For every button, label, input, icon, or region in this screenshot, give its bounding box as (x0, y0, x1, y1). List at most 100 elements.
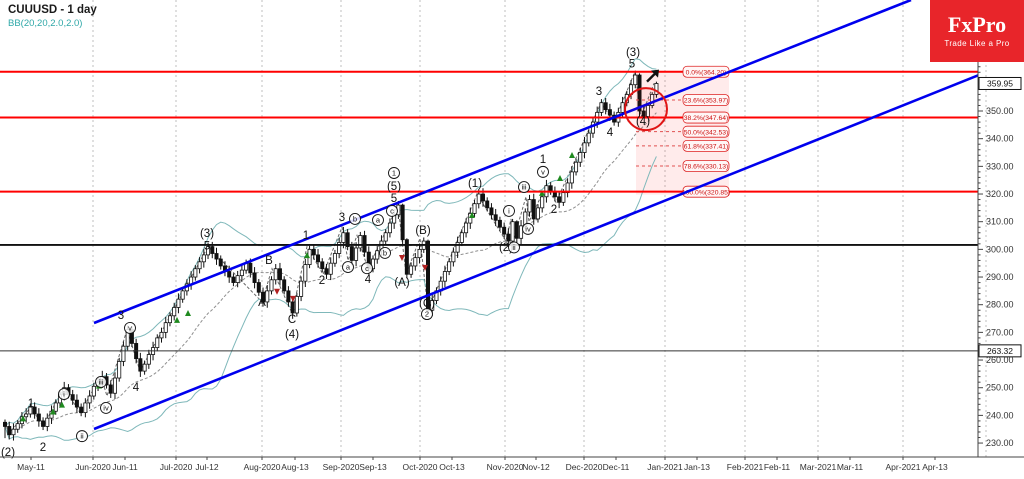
candle (256, 278, 261, 296)
highlight-circle (624, 87, 668, 132)
candle-body-down (138, 358, 143, 372)
candle (155, 334, 160, 352)
candle (87, 390, 92, 409)
candle-body-down (531, 199, 536, 220)
candle-body-up (197, 261, 202, 270)
time-tick-label: Apr-13 (922, 462, 948, 472)
wave-label: v (128, 324, 132, 333)
candle-body-up (519, 225, 524, 239)
candle-body-up (599, 102, 604, 113)
candle-body-up (527, 199, 532, 213)
candle (24, 408, 29, 423)
candle (324, 264, 329, 279)
wave-label: 1 (28, 398, 34, 410)
fib-label-box (682, 125, 730, 138)
current-price-marker-value: 359.95 (987, 78, 1013, 88)
candle-body-down (256, 282, 261, 293)
candle-body-down (320, 261, 325, 270)
wave-label: iv (103, 404, 109, 413)
time-tick-label: Mar-2021 (800, 462, 837, 472)
symbol-title: CUUUSD - 1 day (8, 4, 97, 16)
direction-arrow-head (651, 69, 659, 78)
wave-label-circle (379, 247, 391, 259)
candle-body-down (282, 279, 287, 292)
candle (41, 417, 46, 431)
candle (447, 258, 452, 276)
candle-body-up (561, 192, 566, 203)
wave-label-circle (95, 375, 107, 388)
candle (193, 265, 198, 281)
candle (510, 218, 515, 244)
candle (362, 230, 367, 257)
candle (91, 382, 96, 400)
candle-body-up (574, 161, 579, 173)
candle (15, 420, 20, 433)
buy-arrow-icon (174, 316, 180, 323)
candle-body-down (261, 291, 266, 303)
wave-label: iv (525, 224, 531, 233)
candle-body-up (586, 132, 591, 144)
wave-label: 1 (540, 154, 546, 166)
candle (273, 264, 278, 285)
candle (70, 389, 75, 405)
candle-body-up (535, 207, 540, 220)
candle-body-up (24, 413, 29, 418)
candle (320, 258, 325, 273)
wave-label: C (288, 314, 296, 326)
candle (565, 178, 570, 198)
candle (112, 372, 117, 400)
wave-label: 4 (133, 382, 140, 394)
wave-label: 3 (596, 86, 602, 98)
wave-label: (B) (415, 225, 431, 237)
candle (383, 229, 388, 245)
indicator-label: BB(20,20,2.0,2.0) (8, 18, 83, 29)
wave-label: 4 (607, 127, 614, 139)
candle-body-up (569, 171, 574, 184)
candle-body-up (167, 315, 172, 324)
candle-body-down (231, 276, 236, 283)
time-tick-label: Aug-2020 (244, 462, 281, 472)
candle-body-up (45, 417, 50, 427)
time-tick-label: Nov-2020 (487, 462, 524, 472)
wave-label: 5 (629, 58, 635, 70)
candle-body-up (633, 74, 638, 86)
candle (535, 204, 540, 223)
wave-label: (2) (1, 447, 15, 459)
candle-body-down (603, 102, 608, 111)
wave-label: (4) (636, 116, 650, 128)
wave-label-circle (508, 241, 520, 254)
candle-body-up (476, 193, 481, 205)
price-tick-label: 250.00 (986, 383, 1014, 393)
channel-line (93, 73, 978, 431)
candle (354, 242, 359, 267)
candle-body-up (239, 269, 244, 277)
fib-label: 23.6%(353.97) (684, 98, 729, 105)
wave-label: B (265, 255, 273, 267)
candle-body-up (163, 322, 168, 333)
candle-body-down (404, 239, 409, 275)
candle-body-up (358, 235, 363, 249)
candle-body-down (349, 246, 354, 261)
candle (108, 380, 113, 398)
candle-body-up (375, 250, 380, 260)
candle-body-up (117, 361, 122, 379)
fib-label-box (682, 139, 730, 152)
candle (413, 252, 418, 271)
candle-body-up (337, 242, 342, 254)
current-price-marker-box (978, 76, 1022, 90)
candle-body-up (383, 232, 388, 242)
candle (603, 98, 608, 115)
candle-body-down (227, 271, 232, 278)
candle-body-down (290, 301, 295, 314)
buy-arrow-icon (557, 174, 563, 181)
candle (299, 276, 304, 302)
candle (74, 394, 79, 413)
candle-body-up (299, 280, 304, 297)
candle (578, 147, 583, 167)
candle (197, 257, 202, 274)
time-tick-label: Mar-11 (837, 462, 864, 472)
fib-label: 50.0%(342.53) (684, 129, 729, 136)
candle (633, 71, 638, 89)
candle-body-down (79, 406, 84, 414)
